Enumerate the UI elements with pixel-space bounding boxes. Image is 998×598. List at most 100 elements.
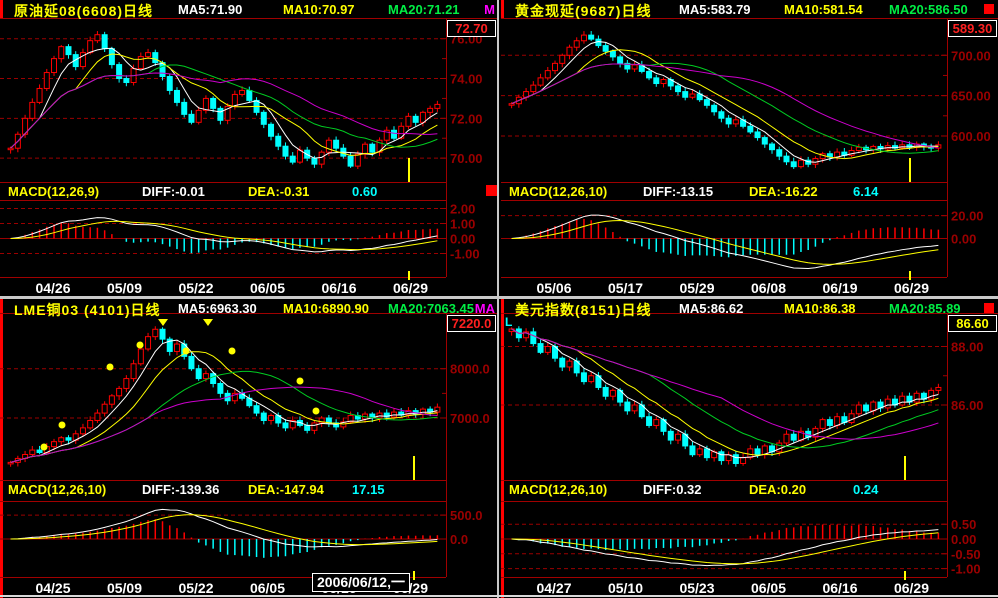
candle	[412, 115, 419, 123]
macd-value: 0.24	[853, 482, 879, 497]
panel-header: 黄金现延(9687)日线 MA5:583.79 MA10:581.54 MA20…	[501, 0, 998, 19]
candle	[834, 416, 841, 426]
candle	[217, 382, 224, 394]
candle	[544, 70, 551, 79]
ma5-line	[511, 328, 939, 459]
candle	[855, 404, 862, 415]
candle	[899, 395, 906, 406]
macd-tick-label: 2.00	[450, 201, 475, 216]
panel-left-marker	[0, 0, 3, 18]
instrument-title: 原油延08(6608)日线	[14, 3, 154, 19]
last-price-box: 86.60	[948, 315, 997, 332]
macd-status-row: MACD(12,26,10) DIFF:-139.36 DEA:-147.94 …	[0, 482, 446, 498]
date-label: 05/22	[178, 580, 214, 596]
date-label: 06/19	[822, 280, 858, 296]
candle	[537, 343, 544, 353]
candle	[725, 117, 732, 125]
date-label: 05/09	[106, 280, 143, 296]
diff-value: DIFF:-13.15	[643, 184, 714, 199]
candle	[166, 76, 173, 91]
ma5-value: MA5:86.62	[679, 301, 744, 316]
candle	[870, 401, 877, 412]
candle	[434, 406, 441, 413]
candle	[159, 328, 166, 340]
candle	[58, 437, 65, 443]
ma5-value: MA5:6963.30	[178, 301, 257, 316]
candle	[51, 441, 58, 448]
candle	[268, 415, 275, 421]
ma5-value: MA5:71.90	[178, 2, 243, 17]
dea-line	[10, 514, 438, 546]
corner-mark: L	[505, 315, 512, 329]
macd-value: 17.15	[352, 482, 385, 497]
candle	[362, 143, 369, 155]
panel-left-marker	[501, 299, 504, 598]
candle	[398, 125, 405, 139]
candle	[325, 139, 332, 153]
price-tick-label: 74.00	[450, 72, 483, 87]
candle	[304, 424, 311, 431]
candle	[631, 404, 638, 412]
last-price-box: 589.30	[948, 20, 997, 37]
candle	[87, 419, 94, 429]
panel-gold[interactable]: 700.00 650.00 600.00 20.00 0.00 黄金现延(9687)日线…	[501, 0, 998, 296]
candle	[173, 89, 180, 103]
diff-value: DIFF:-139.36	[142, 482, 220, 497]
panel-crude-oil[interactable]: 76.00 74.00 72.00 70.00 2.00 1.00 0.00 -1.00 原油…	[0, 0, 497, 296]
candle	[747, 125, 754, 133]
candle	[268, 123, 275, 137]
candle	[776, 442, 783, 453]
candle	[855, 146, 862, 151]
candle	[224, 105, 231, 121]
macd-tick-label: -1.00	[951, 562, 981, 577]
candle	[130, 363, 137, 380]
lme-copper-chart[interactable]: 8000.0 7000.0 500.0 0.0	[0, 299, 497, 598]
date-label: 05/22	[178, 280, 214, 296]
signal-dot	[40, 443, 48, 451]
price-tick-label: 700.00	[951, 48, 991, 63]
date-axis: 04/26 05/09 05/22 06/05 06/16 06/29	[0, 279, 446, 296]
ma10-value: MA10:70.97	[283, 2, 355, 17]
ma10-value: MA10:581.54	[784, 2, 863, 17]
candle	[660, 78, 667, 85]
macd-tick-label: 20.00	[951, 209, 984, 224]
dea-value: DEA:-0.31	[248, 184, 310, 199]
price-tick-label: 86.00	[951, 398, 984, 413]
candle	[602, 45, 609, 52]
candle	[383, 412, 390, 418]
panel-header: 原油延08(6608)日线 MA5:71.90 MA10:70.97 MA20:…	[0, 0, 497, 19]
panel-usd-index[interactable]: 88.00 86.00 0.50 0.00 -0.50 -1.00 L 美元指数(8151)…	[501, 299, 998, 598]
ma5-line	[10, 339, 438, 463]
date-label: 04/27	[536, 580, 572, 596]
candle	[580, 34, 587, 42]
candle	[253, 405, 260, 414]
candle	[260, 111, 267, 125]
candle	[231, 392, 238, 402]
gold-chart[interactable]: 700.00 650.00 600.00 20.00 0.00	[501, 0, 998, 296]
candle	[217, 107, 224, 121]
candle	[609, 389, 616, 397]
usd-index-chart[interactable]: 88.00 86.00 0.500.00-0.50-1.00 L	[501, 299, 998, 598]
price-tick-label: 7000.0	[450, 411, 490, 426]
date-label: 06/05	[249, 280, 286, 296]
macd-params: MACD(12,26,10)	[509, 184, 608, 199]
candle	[740, 457, 747, 464]
ma20-value: MA20:7063.45	[388, 301, 474, 316]
macd-tick-label: 0.00	[951, 232, 976, 247]
date-label: 06/05	[249, 580, 286, 596]
candle	[65, 46, 72, 56]
sell-arrow-icon	[158, 319, 168, 326]
date-label: 05/29	[679, 280, 715, 296]
macd-tick-label: -0.50	[951, 547, 981, 562]
candle	[369, 143, 376, 153]
candle	[123, 78, 130, 83]
dea-line	[10, 220, 438, 251]
candle	[530, 84, 537, 93]
macd-tick-label: 0.0	[450, 532, 468, 547]
candle	[761, 137, 768, 145]
candle	[588, 34, 595, 40]
panel-lme-copper[interactable]: 8000.0 7000.0 500.0 0.0 LME铜03 (4101)日线 MA5…	[0, 299, 497, 598]
candle	[210, 97, 217, 109]
candle	[552, 62, 559, 72]
